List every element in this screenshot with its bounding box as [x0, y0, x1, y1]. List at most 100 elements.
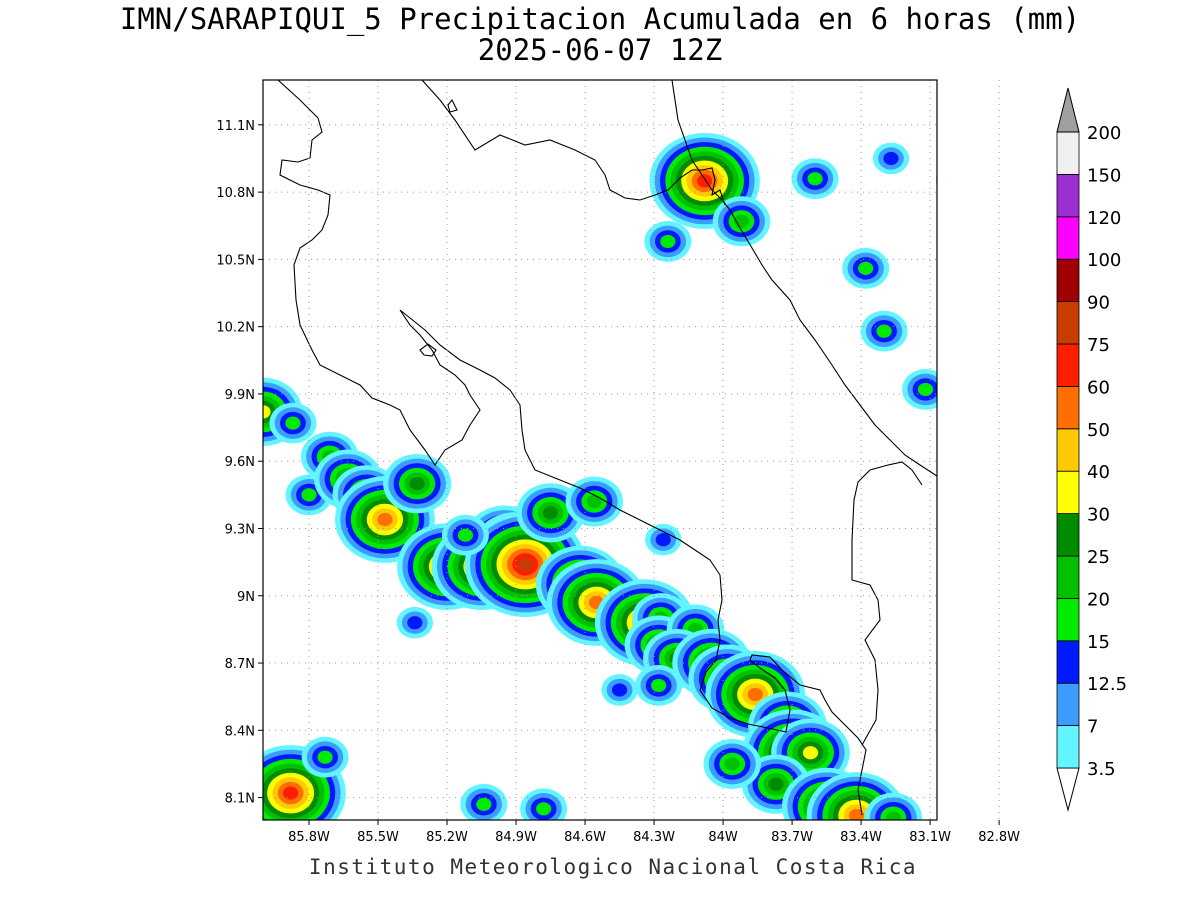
precip-cell: [383, 454, 452, 514]
precip-contour: [697, 174, 713, 188]
precip-contour: [848, 808, 865, 820]
colorbar-box: [1056, 640, 1080, 684]
precip-contour: [1044, 105, 1059, 118]
colorbar-box: [1056, 385, 1080, 430]
precip-contour: [1090, 798, 1116, 820]
precip-contour: [957, 174, 972, 187]
lat-tick-label: 8.4N: [225, 724, 255, 739]
precip-contour: [968, 327, 994, 349]
precip-cell: [1074, 784, 1132, 834]
precip-contour: [955, 180, 1034, 248]
colorbar-lower-arrow: [1056, 767, 1080, 812]
precip-contour: [747, 687, 763, 702]
colorbar-level-label: 40: [1087, 462, 1110, 483]
precip-contour: [1095, 802, 1110, 815]
precip-contour: [724, 757, 740, 771]
precip-contour: [802, 746, 819, 760]
island-north: [447, 98, 458, 113]
precip-contour: [966, 190, 1024, 240]
precip-contour: [971, 194, 1018, 235]
lon-tick-label: 83.7W: [771, 830, 813, 845]
precip-contour: [959, 405, 985, 427]
colorbar-level-label: 12.5: [1087, 674, 1127, 695]
precip-contour: [976, 199, 1012, 231]
precip-contour: [586, 494, 602, 509]
colorbar-box: [1056, 470, 1080, 515]
caribbean-coast: [671, 80, 937, 477]
lon-tick-label: 84.3W: [633, 830, 675, 845]
precip-contour: [457, 528, 474, 542]
lon-tick-label: 82.8W: [978, 830, 1020, 845]
lon-tick-label: 84.6W: [564, 830, 606, 845]
precip-cell: [635, 665, 683, 706]
precip-contour: [883, 151, 899, 166]
precip-contour: [885, 811, 901, 820]
lat-tick-label: 9.6N: [225, 455, 255, 470]
precip-cell: [516, 483, 585, 543]
precip-contour: [1028, 177, 1043, 190]
precip-contour: [807, 172, 823, 186]
colorbar-level-label: 200: [1087, 123, 1121, 144]
precip-contour: [948, 396, 995, 437]
precip-contour: [969, 244, 1005, 276]
precip-contour: [1033, 450, 1048, 463]
precip-contour: [517, 557, 533, 571]
lat-tick-label: 11.1N: [216, 119, 255, 134]
precip-contour: [858, 261, 874, 275]
precip-cell: [396, 606, 433, 639]
precip-contour: [989, 407, 1036, 448]
precip-contour: [1033, 208, 1048, 221]
precip-contour: [941, 161, 988, 202]
colorbar-level-label: 30: [1087, 505, 1110, 526]
colorbar-box: [1056, 428, 1080, 472]
precip-cell: [957, 317, 1004, 358]
lon-tick-label: 84W: [708, 830, 738, 845]
precip-contour: [1022, 441, 1058, 473]
precip-contour: [984, 403, 1042, 453]
colorbar-box: [1056, 301, 1080, 345]
lat-tick-label: 9.3N: [225, 522, 255, 537]
colorbar-level-label: 7: [1087, 717, 1098, 738]
precip-contour: [973, 331, 988, 344]
precip-contour: [283, 786, 299, 800]
precip-cell: [860, 310, 908, 352]
precip-contour: [1022, 423, 1058, 455]
precip-contour: [1022, 199, 1058, 231]
precip-cell: [935, 161, 988, 202]
precip-contour: [1079, 788, 1126, 829]
colorbar-box: [1056, 216, 1080, 260]
precip-contour: [946, 165, 982, 197]
precip-contour: [917, 382, 934, 397]
lon-tick-label: 85.8W: [288, 830, 330, 845]
precip-contour: [1033, 432, 1048, 445]
colorbar-level-label: 3.5: [1087, 759, 1116, 780]
lon-tick-label: 83.4W: [840, 830, 882, 845]
colorbar-legend: 3.5 7 12.5 15 20 25 30 40 50 60 75 90 100 120 150 200: [1056, 87, 1127, 812]
precip-contour: [975, 248, 1001, 270]
lat-tick-label: 8.1N: [225, 792, 255, 807]
precip-contour: [960, 185, 1028, 244]
precip-cell: [703, 738, 762, 789]
precip-contour: [660, 234, 676, 249]
colorbar-box: [1056, 555, 1080, 599]
precip-contour: [1028, 203, 1054, 225]
precip-contour: [964, 239, 1011, 280]
precip-contour: [317, 750, 333, 764]
precip-cell: [943, 391, 1001, 441]
map-title: IMN/SARAPIQUI_5 Precipitacion Acumulada …: [119, 2, 1081, 36]
precip-cell: [269, 402, 317, 444]
lon-tick-label: 84.9W: [495, 830, 537, 845]
precip-cell: [441, 514, 489, 556]
precip-contour: [1000, 416, 1026, 438]
precip-contour: [957, 317, 1004, 358]
precip-contour: [768, 777, 784, 791]
precip-contour: [1018, 167, 1054, 199]
longitude-axis: 85.8W 85.5W 85.2W 84.9W 84.6W 84.3W 84W 83.7W 83…: [288, 820, 1020, 845]
precip-contour: [407, 616, 423, 630]
precip-contour: [963, 322, 999, 354]
precip-contour: [651, 678, 667, 693]
map-valid-time: 2025-06-07 12Z: [477, 33, 723, 67]
colorbar-box: [1056, 725, 1080, 769]
precip-contour: [263, 405, 271, 419]
precip-cell: [872, 142, 910, 175]
